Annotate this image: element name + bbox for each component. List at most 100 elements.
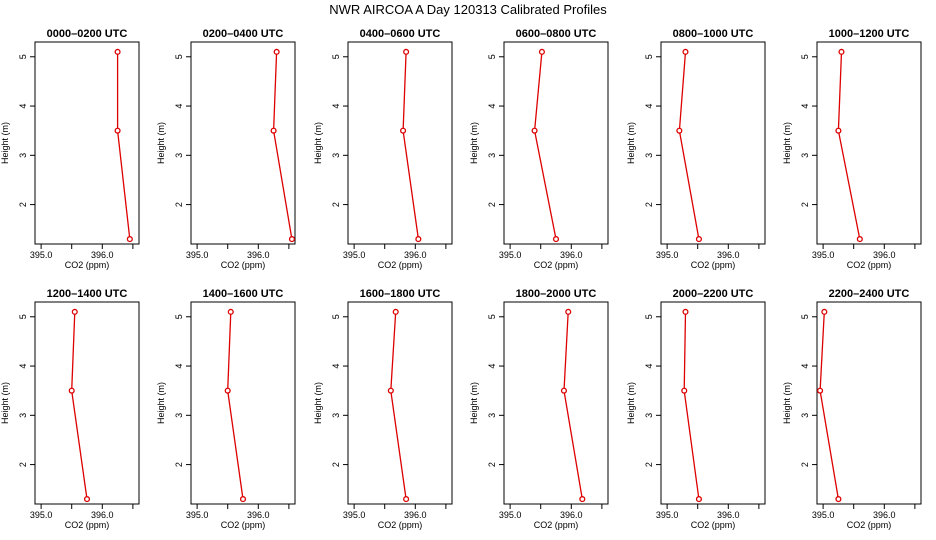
y-tick-label: 3	[644, 153, 654, 158]
data-point	[676, 127, 683, 134]
x-axis-label: CO2 (ppm)	[691, 260, 736, 270]
x-axis-label: CO2 (ppm)	[534, 260, 579, 270]
data-point	[392, 308, 399, 315]
panel-title: 1000–1200 UTC	[829, 28, 910, 40]
x-tick-label: 395.0	[30, 510, 53, 520]
profile-panel: 2200–2400 UTC 395.0 396.0 2 3 4 5 CO2 (ppm) Heig…	[782, 288, 922, 530]
x-axis-label: CO2 (ppm)	[65, 260, 110, 270]
data-point	[126, 236, 133, 243]
data-point	[415, 236, 422, 243]
x-axis-label: CO2 (ppm)	[221, 520, 266, 530]
data-point	[403, 48, 410, 55]
profile-line	[227, 311, 244, 500]
profile-line	[819, 311, 840, 500]
data-point	[531, 127, 538, 134]
y-tick-label: 4	[18, 104, 28, 109]
y-tick-label: 5	[174, 314, 184, 319]
plot-frame	[660, 301, 766, 505]
y-tick-label: 2	[800, 202, 810, 207]
profile-panel: 1600–1800 UTC 395.0 396.0 2 3 4 5 CO2 (ppm) Heig…	[313, 288, 453, 530]
profile-line	[402, 51, 420, 240]
data-point	[579, 496, 586, 503]
y-tick-label: 5	[644, 314, 654, 319]
y-tick-label: 3	[800, 413, 810, 418]
panel-title: 0600–0800 UTC	[516, 28, 597, 40]
x-tick-label: 395.0	[656, 510, 679, 520]
data-point	[273, 48, 280, 55]
plot-frame	[34, 41, 140, 245]
y-tick-label: 2	[487, 202, 497, 207]
data-point	[835, 496, 842, 503]
y-tick-label: 2	[644, 462, 654, 467]
y-tick-label: 3	[331, 153, 341, 158]
profile-panel: 1800–2000 UTC 395.0 396.0 2 3 4 5 CO2 (ppm) Heig…	[469, 288, 609, 530]
data-point	[114, 127, 121, 134]
figure-title: NWR AIRCOA A Day 120313 Calibrated Profi…	[329, 2, 607, 17]
plot-frame	[347, 41, 453, 245]
y-tick-label: 3	[800, 153, 810, 158]
y-tick-label: 2	[331, 462, 341, 467]
data-point	[68, 387, 75, 394]
x-tick-label: 396.0	[91, 250, 114, 260]
profile-line	[116, 51, 131, 240]
profile-panel: 0200–0400 UTC 395.0 396.0 2 3 4 5 CO2 (ppm) Heig…	[156, 28, 296, 270]
panel-title: 2000–2200 UTC	[673, 288, 754, 300]
y-axis-label: Height (m)	[313, 382, 323, 424]
x-tick-label: 396.0	[560, 250, 583, 260]
profile-panel: 0000–0200 UTC 395.0 396.0 2 3 4 5 CO2 (ppm) Heig…	[0, 28, 140, 270]
x-axis-label: CO2 (ppm)	[221, 260, 266, 270]
y-tick-label: 5	[18, 54, 28, 59]
plot-frame	[503, 301, 609, 505]
data-point	[821, 308, 828, 315]
data-point	[565, 308, 572, 315]
y-tick-label: 4	[487, 104, 497, 109]
x-tick-label: 395.0	[812, 510, 835, 520]
profile-panel: 1000–1200 UTC 395.0 396.0 2 3 4 5 CO2 (ppm) Heig…	[782, 28, 922, 270]
data-point	[838, 48, 845, 55]
y-tick-label: 2	[174, 462, 184, 467]
y-tick-label: 4	[174, 104, 184, 109]
profile-panel: 2000–2200 UTC 395.0 396.0 2 3 4 5 CO2 (ppm) Heig…	[626, 288, 766, 530]
data-point	[227, 308, 234, 315]
data-point	[239, 496, 247, 503]
data-point	[856, 236, 863, 243]
x-axis-label: CO2 (ppm)	[534, 520, 579, 530]
y-tick-label: 5	[644, 54, 654, 59]
x-tick-label: 396.0	[404, 510, 427, 520]
profile-panel: 1200–1400 UTC 395.0 396.0 2 3 4 5 CO2 (ppm) Heig…	[0, 288, 140, 530]
y-tick-label: 5	[174, 54, 184, 59]
y-axis-label: Height (m)	[0, 382, 10, 424]
panel-title: 1600–1800 UTC	[360, 288, 441, 300]
y-tick-label: 3	[18, 413, 28, 418]
x-tick-label: 395.0	[343, 510, 366, 520]
y-tick-label: 5	[800, 314, 810, 319]
y-tick-label: 3	[487, 153, 497, 158]
x-tick-label: 395.0	[499, 250, 522, 260]
profile-line	[678, 51, 700, 240]
data-point	[560, 387, 568, 394]
data-point	[835, 127, 842, 134]
y-axis-label: Height (m)	[156, 382, 166, 424]
x-tick-label: 395.0	[343, 250, 366, 260]
profile-line	[683, 311, 700, 500]
profile-line	[390, 311, 407, 500]
y-tick-label: 4	[331, 104, 341, 109]
x-tick-label: 396.0	[247, 510, 270, 520]
panel-grid: 0000–0200 UTC 395.0 396.0 2 3 4 5 CO2 (ppm) Heig…	[0, 28, 922, 530]
y-axis-label: Height (m)	[469, 122, 479, 164]
y-axis-label: Height (m)	[0, 122, 10, 164]
data-point	[270, 127, 277, 134]
x-tick-label: 395.0	[499, 510, 522, 520]
x-tick-label: 395.0	[186, 250, 209, 260]
y-tick-label: 2	[800, 462, 810, 467]
y-tick-label: 2	[174, 202, 184, 207]
x-tick-label: 395.0	[812, 250, 835, 260]
y-tick-label: 3	[644, 413, 654, 418]
x-axis-label: CO2 (ppm)	[847, 260, 892, 270]
data-point	[817, 387, 824, 394]
y-tick-label: 4	[644, 104, 654, 109]
plot-frame	[503, 41, 609, 245]
x-tick-label: 396.0	[404, 250, 427, 260]
data-point	[288, 236, 295, 243]
